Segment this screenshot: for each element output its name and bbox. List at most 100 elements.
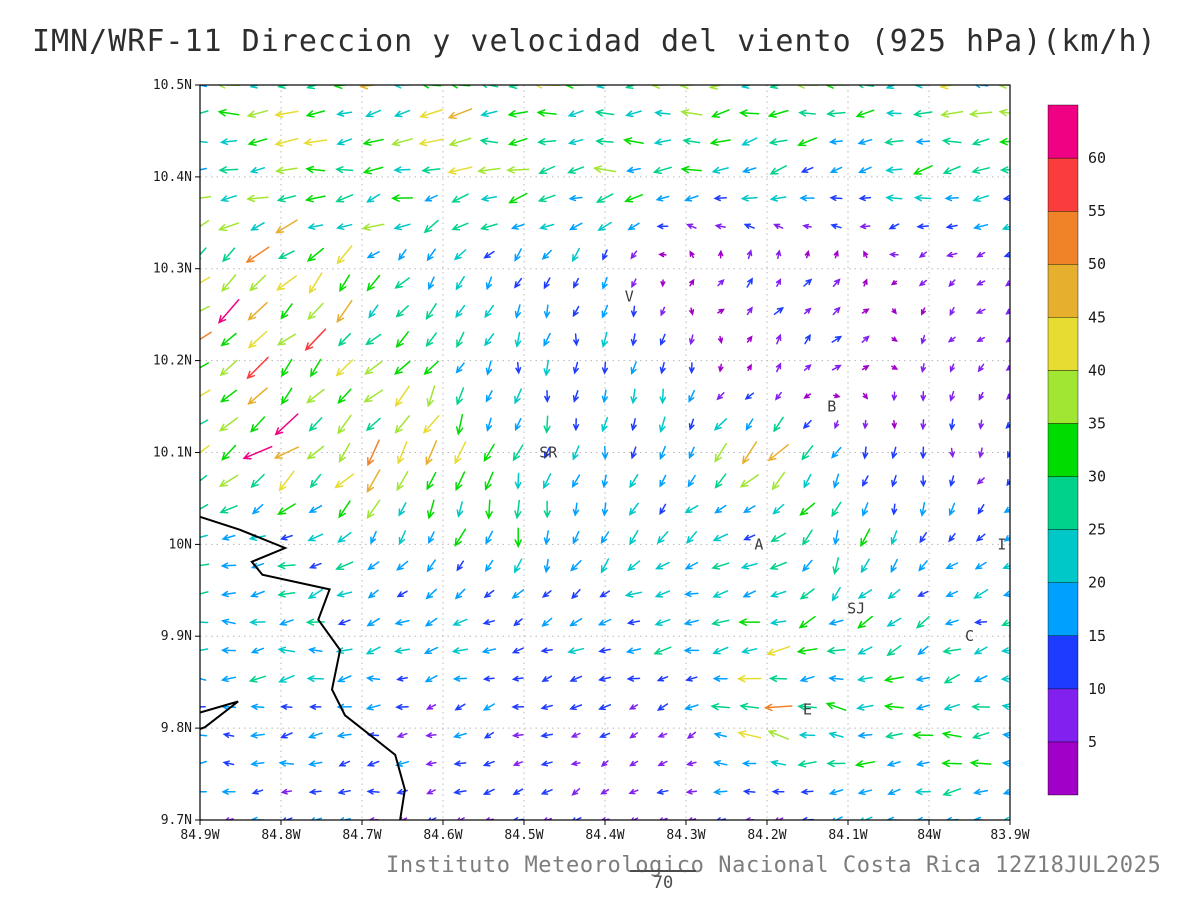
- station-labels: V B SR A I SJ C E: [539, 287, 1006, 718]
- wind-arrow: [947, 336, 956, 343]
- x-tick-label: 84.4W: [585, 828, 624, 843]
- wind-arrow: [482, 619, 496, 626]
- wind-arrow: [803, 393, 812, 399]
- wind-arrow: [802, 223, 812, 230]
- wind-arrow: [599, 732, 611, 739]
- wind-arrow: [395, 331, 409, 349]
- wind-arrow: [798, 731, 816, 739]
- wind-arrow: [891, 474, 898, 488]
- wind-arrow: [427, 276, 435, 291]
- wind-arrow: [915, 760, 930, 767]
- wind-arrow: [306, 247, 325, 262]
- wind-arrow: [863, 250, 869, 259]
- wind-arrow: [861, 475, 869, 488]
- wind-arrow: [767, 109, 789, 118]
- wind-arrow: [741, 647, 758, 655]
- wind-arrow: [276, 195, 296, 203]
- wind-arrow: [338, 760, 351, 767]
- wind-arrow: [422, 415, 440, 434]
- wind-arrow: [659, 503, 667, 516]
- wind-arrow: [570, 560, 582, 572]
- wind-arrow: [1001, 223, 1010, 231]
- wind-arrow: [276, 562, 296, 570]
- wind-arrow: [801, 445, 814, 461]
- wind-arrow: [717, 308, 725, 314]
- wind-arrow: [746, 335, 753, 343]
- wind-arrow: [862, 446, 869, 460]
- wind-arrow: [570, 732, 581, 738]
- wind-arrow: [688, 817, 697, 820]
- wind-arrow: [656, 675, 669, 682]
- wind-arrow: [249, 166, 266, 174]
- wind-arrow: [770, 532, 787, 543]
- wind-arrow: [976, 336, 986, 343]
- wind-arrow: [200, 110, 209, 115]
- wind-arrow: [307, 647, 323, 654]
- wind-arrow: [246, 356, 269, 380]
- wind-arrow: [775, 278, 782, 287]
- wind-arrow: [769, 165, 787, 175]
- wind-arrow: [775, 333, 782, 345]
- wind-arrow: [832, 557, 840, 575]
- wind-arrow: [307, 223, 324, 230]
- wind-arrow: [886, 644, 902, 657]
- wind-arrow: [481, 647, 497, 654]
- wind-arrow: [626, 166, 641, 174]
- wind-arrow: [569, 704, 583, 711]
- wind-arrow: [426, 788, 436, 795]
- wind-arrow: [769, 85, 782, 89]
- wind-arrow: [309, 473, 322, 489]
- wind-arrow: [485, 417, 493, 432]
- wind-arrow: [773, 306, 785, 316]
- wind-arrow: [485, 530, 494, 545]
- wind-arrow: [659, 388, 667, 405]
- wind-arrow: [419, 109, 443, 119]
- wind-arrow: [658, 416, 666, 434]
- wind-arrow: [308, 760, 323, 767]
- wind-arrow: [572, 277, 580, 289]
- wind-arrow: [245, 246, 270, 263]
- wind-arrow: [887, 788, 901, 796]
- wind-arrow: [975, 308, 986, 314]
- wind-arrow: [1002, 590, 1010, 598]
- wind-arrow: [541, 675, 553, 682]
- wind-arrow: [714, 473, 727, 489]
- wind-arrow: [250, 647, 265, 654]
- wind-arrow: [569, 617, 583, 627]
- wind-arrow: [740, 562, 758, 570]
- wind-arrow: [247, 301, 268, 321]
- coastline: [200, 515, 406, 820]
- wind-arrow: [220, 647, 237, 654]
- wind-arrow: [766, 645, 791, 656]
- wind-arrow: [654, 590, 671, 598]
- wind-arrow: [572, 530, 580, 545]
- wind-arrow: [713, 418, 728, 431]
- wind-arrow: [304, 328, 327, 351]
- wind-arrow: [543, 530, 551, 546]
- wind-arrow: [567, 166, 585, 174]
- wind-arrow: [362, 138, 384, 146]
- colorbar-label: 25: [1088, 521, 1106, 539]
- wind-arrow: [891, 364, 899, 370]
- station-label-I: I: [997, 535, 1006, 553]
- wind-arrow: [1003, 506, 1010, 514]
- wind-arrow: [659, 361, 666, 375]
- wind-arrow: [912, 109, 933, 118]
- wind-arrow: [200, 734, 208, 737]
- wind-arrow: [275, 219, 298, 234]
- wind-arrow: [454, 528, 467, 547]
- wind-arrow: [654, 109, 671, 117]
- y-tick-label: 9.7N: [161, 813, 192, 828]
- wind-arrow: [857, 589, 873, 599]
- wind-arrow: [307, 302, 324, 321]
- wind-arrow: [543, 359, 551, 377]
- wind-arrow: [276, 275, 297, 291]
- wind-arrow: [514, 331, 522, 348]
- wind-arrow: [977, 504, 985, 515]
- wind-arrow: [425, 588, 437, 600]
- wind-arrow: [861, 364, 870, 371]
- wind-arrow: [200, 534, 208, 539]
- wind-arrow: [428, 531, 435, 545]
- wind-arrow: [769, 561, 787, 570]
- wind-arrow: [712, 646, 729, 655]
